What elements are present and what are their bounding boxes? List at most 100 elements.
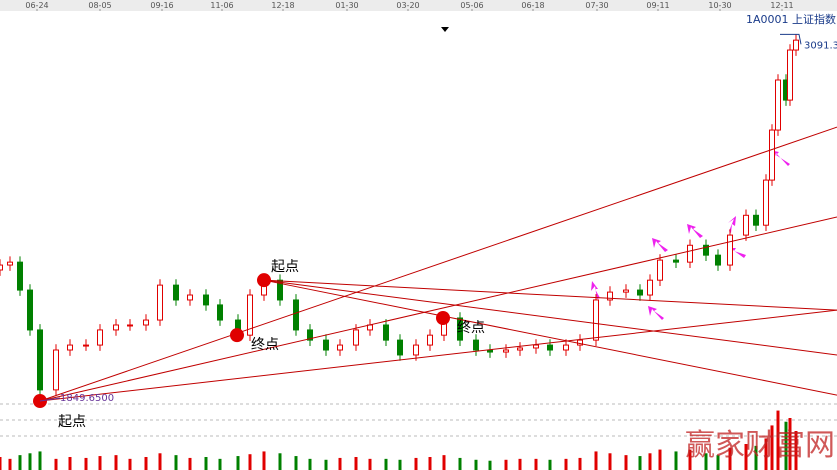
volume-bar <box>308 458 312 470</box>
volume-bar <box>0 457 2 470</box>
candle-body <box>533 344 539 349</box>
trendline <box>39 309 837 402</box>
candle-body <box>17 261 23 291</box>
candle-body <box>769 129 775 181</box>
volume-bar <box>788 418 792 470</box>
date-strip <box>0 0 837 11</box>
point-marker <box>230 328 244 343</box>
volume-bar <box>54 458 58 470</box>
volume-bar <box>658 449 662 470</box>
candle-body <box>673 259 679 263</box>
volume-bar <box>688 449 692 470</box>
trendline <box>39 216 837 402</box>
volume-bar <box>84 457 88 470</box>
volume-bar <box>324 459 328 470</box>
volume-bar <box>128 458 132 470</box>
volume-bar <box>278 453 282 470</box>
volume-bar <box>744 444 748 470</box>
candle-body <box>143 319 149 326</box>
volume-bar <box>294 456 298 470</box>
trendline <box>263 279 837 311</box>
candle-body <box>97 329 103 346</box>
candle-body <box>413 344 419 356</box>
volume-bar <box>458 457 462 470</box>
candle-body <box>173 284 179 301</box>
x-tick-label: 08-05 <box>88 1 111 10</box>
candle-body <box>775 79 781 131</box>
volume-bar <box>236 456 240 470</box>
volume-bar <box>248 454 252 470</box>
volume-bar <box>18 455 22 470</box>
volume-bar <box>98 456 102 470</box>
candle-body <box>647 279 653 296</box>
candle-body <box>217 304 223 321</box>
volume-bar <box>38 451 42 470</box>
point-marker <box>436 311 450 326</box>
candle-body <box>743 214 749 236</box>
volume-bar <box>384 458 388 470</box>
low-label: 1849.6500 <box>60 393 114 404</box>
candle-body <box>203 294 209 306</box>
point-label: 终点 <box>251 337 279 353</box>
candle-body <box>763 179 769 226</box>
x-tick-label: 11-06 <box>210 1 233 10</box>
candle-body <box>753 214 759 226</box>
volume-bar <box>262 451 266 470</box>
candle-body <box>427 334 433 346</box>
candle-body <box>157 284 163 321</box>
candle-body <box>127 324 133 327</box>
candle-body <box>563 344 569 351</box>
candle-body <box>787 49 793 101</box>
trendline <box>39 126 837 402</box>
x-tick-label: 06-24 <box>25 1 48 10</box>
candle-body <box>397 339 403 356</box>
volume-bar <box>218 458 222 470</box>
volume-bar <box>674 451 678 470</box>
point-label: 起点 <box>58 414 86 430</box>
candle-body <box>657 259 663 281</box>
volume-bar <box>414 457 418 470</box>
candle-body <box>37 329 43 391</box>
candle-body <box>113 324 119 331</box>
trendline <box>263 279 837 396</box>
volume-bar <box>428 457 432 470</box>
candle-body <box>715 254 721 266</box>
candle-body <box>607 291 613 301</box>
volume-bar <box>770 425 774 470</box>
volume-bar <box>716 455 720 470</box>
x-tick-label: 12-18 <box>271 1 294 10</box>
volume-bar <box>158 453 162 470</box>
volume-bar <box>504 459 508 470</box>
x-tick-label: 06-18 <box>521 1 544 10</box>
volume-bar <box>794 431 798 470</box>
candle-body <box>247 294 253 336</box>
volume-bar <box>608 453 612 470</box>
volume-bar <box>784 421 788 470</box>
high-label: 3091.3 <box>804 40 837 51</box>
candle-body <box>337 344 343 351</box>
volume-bar <box>728 447 732 470</box>
chart-title: 1A0001 上证指数 <box>746 12 836 26</box>
candle-body <box>0 264 3 271</box>
x-tick-label: 07-30 <box>585 1 608 10</box>
volume-bar <box>474 459 478 470</box>
candle-body <box>703 244 709 256</box>
volume-bar <box>68 457 72 470</box>
volume-bar <box>704 453 708 470</box>
x-tick-label: 03-20 <box>396 1 419 10</box>
candle-body <box>727 234 733 266</box>
candle-body <box>793 39 799 51</box>
volume-bar <box>578 457 582 470</box>
point-label: 终点 <box>457 320 485 336</box>
volume-bar <box>398 459 402 470</box>
cursor-marker <box>441 27 449 32</box>
volume-bar <box>442 455 446 470</box>
watermark: 赢家财富网 <box>685 428 835 463</box>
candle-body <box>67 344 73 351</box>
candle-body <box>547 344 553 351</box>
volume-bar <box>114 455 118 470</box>
candle-body <box>293 299 299 331</box>
candle-body <box>593 299 599 341</box>
volume-bar <box>488 460 492 470</box>
